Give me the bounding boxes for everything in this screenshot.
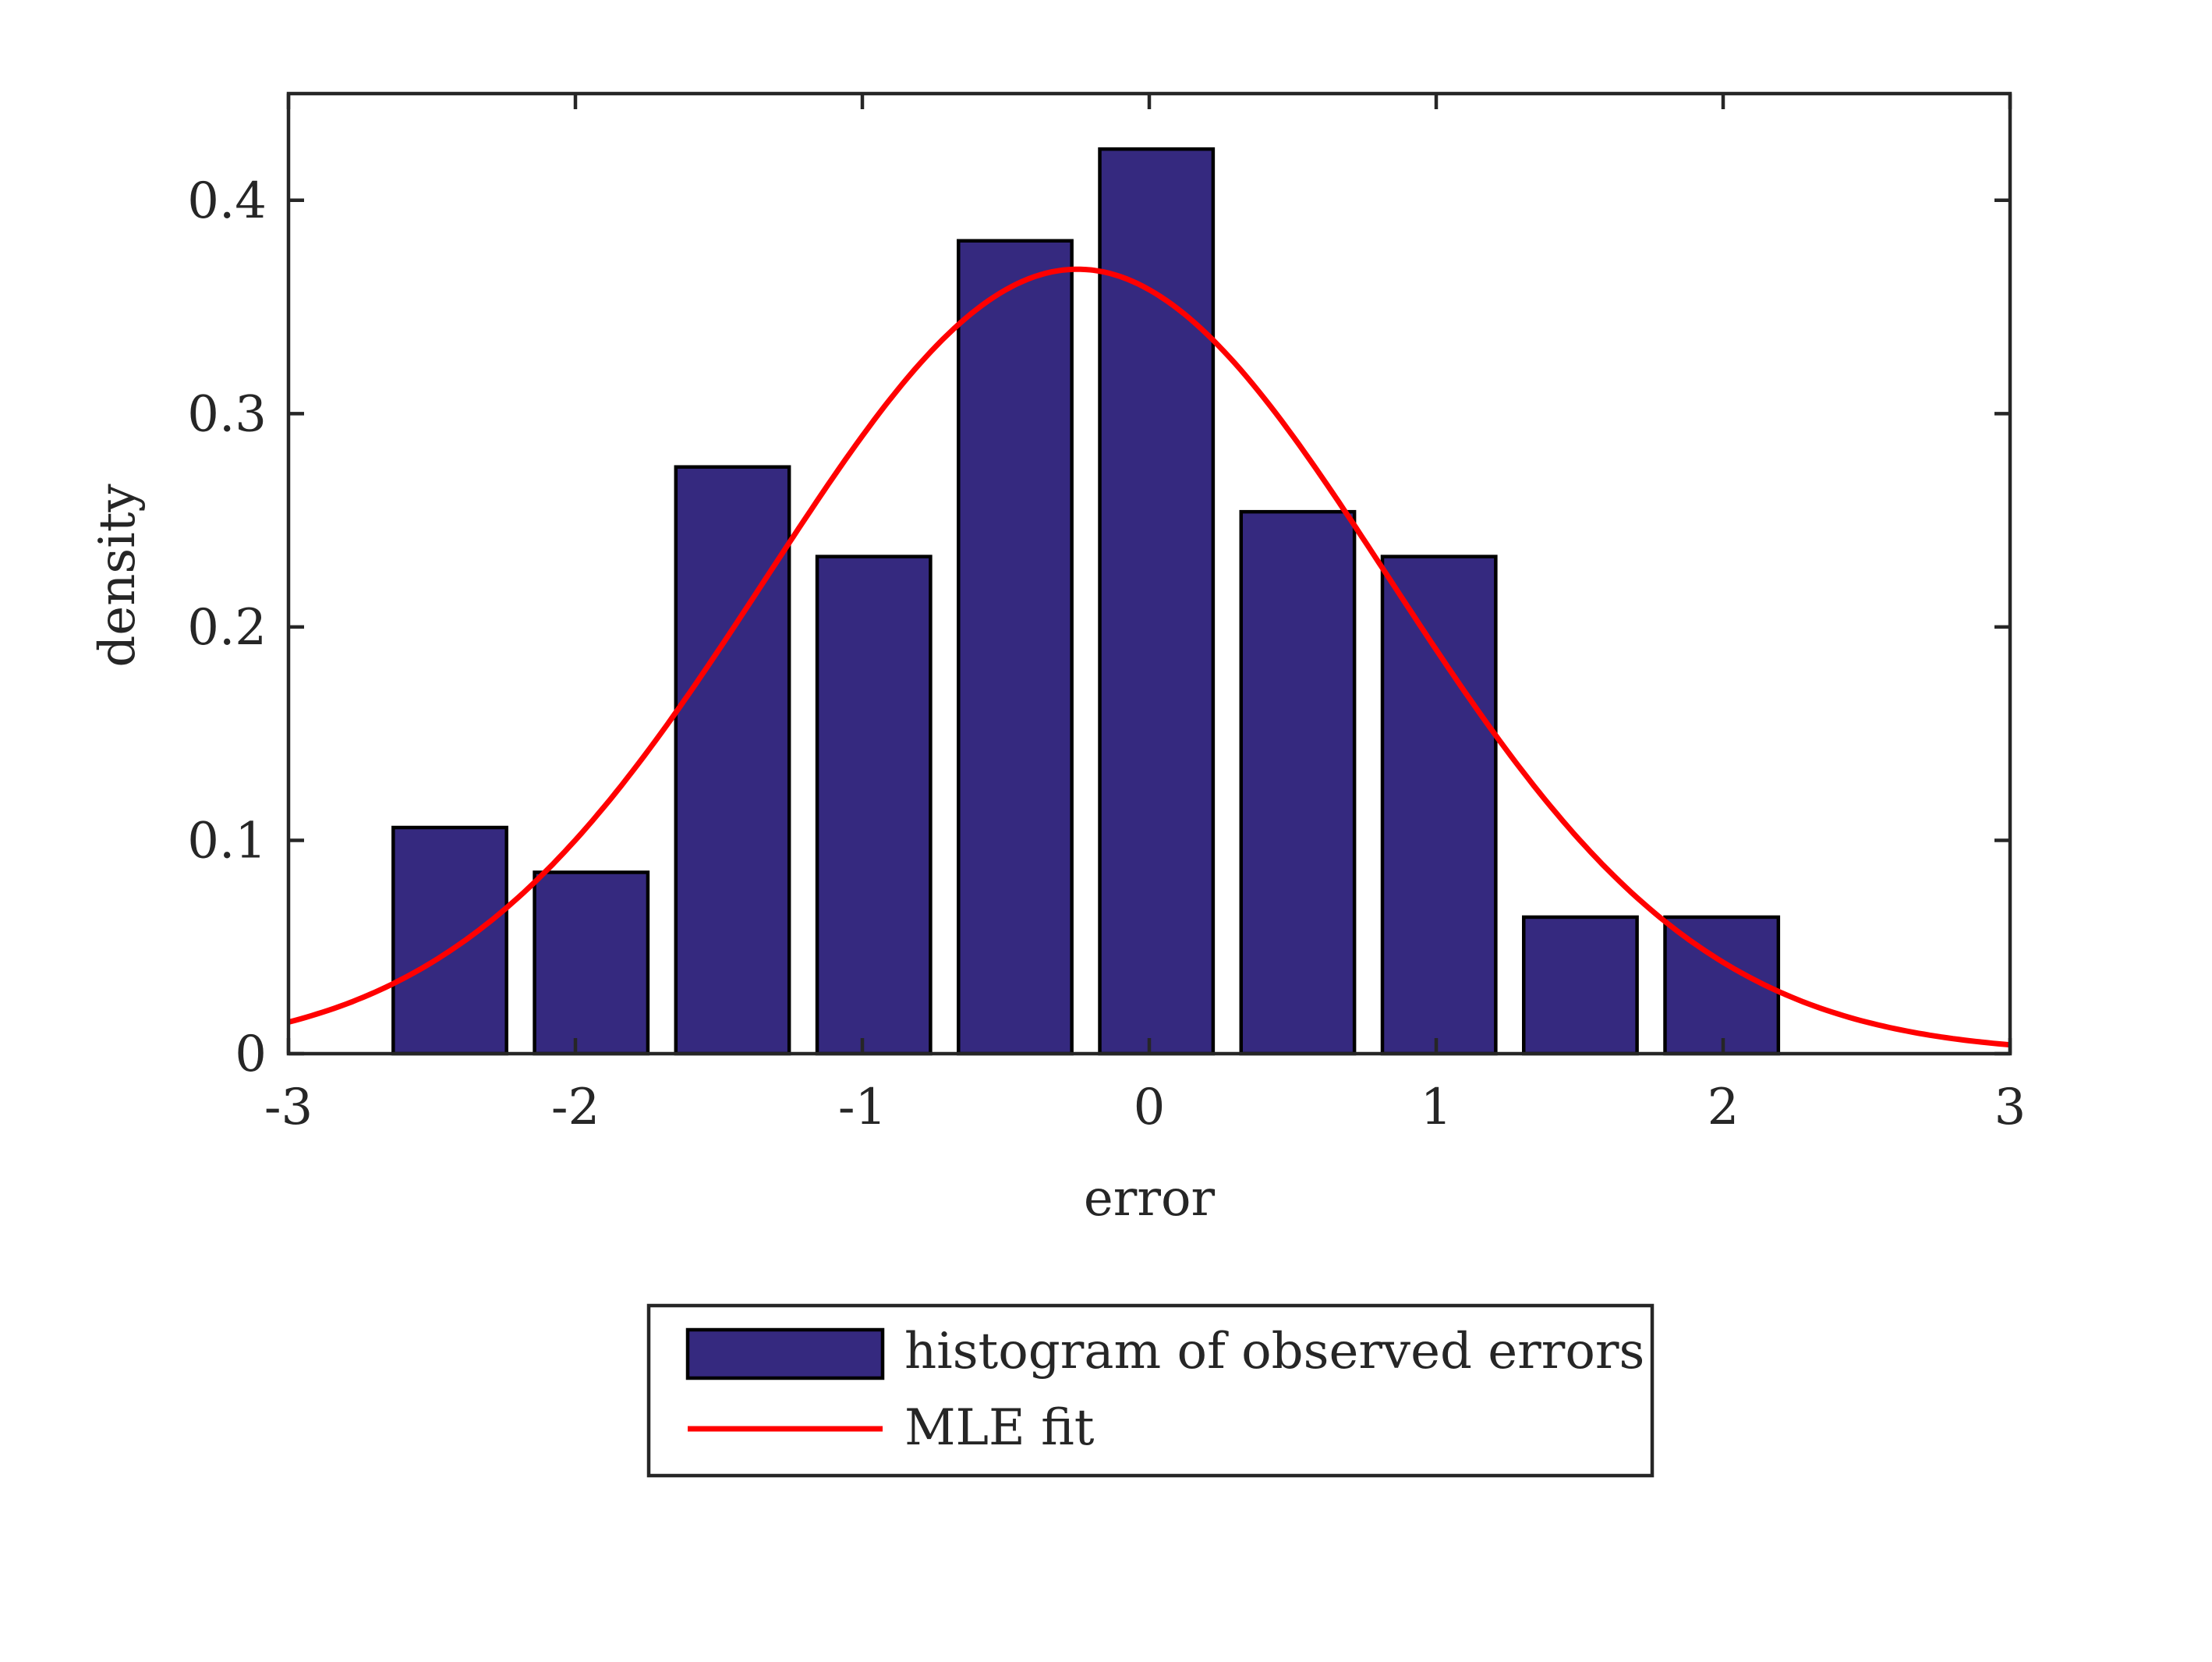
y-tick-label: 0.3: [187, 385, 267, 443]
mle-fit-line: [288, 266, 2011, 1048]
legend-mle-fit-label: MLE fit: [904, 1399, 1095, 1457]
histogram-bar: [533, 870, 650, 1056]
legend-histogram-swatch: [685, 1327, 885, 1380]
histogram-bar: [1521, 915, 1639, 1056]
histogram-bar: [391, 825, 508, 1056]
x-tick-label: 0: [1134, 1079, 1166, 1136]
histogram-bar: [674, 465, 791, 1056]
histogram-bar: [815, 555, 933, 1056]
x-tick-labels: -3 -2 -1 0 1 2 3: [264, 1079, 2026, 1136]
x-tick-label: 3: [1994, 1079, 2026, 1136]
histogram-bars: [391, 147, 1781, 1056]
histogram-bar: [1380, 555, 1498, 1056]
y-tick-label: 0: [235, 1026, 267, 1083]
y-tick-labels: 0 0.1 0.2 0.3 0.4: [187, 172, 267, 1083]
x-tick-label: 2: [1708, 1079, 1740, 1136]
x-tick-label: -2: [551, 1079, 600, 1136]
axis-ticks: [286, 94, 2012, 1056]
histogram-bar: [1239, 509, 1357, 1056]
y-tick-label: 0.4: [187, 172, 267, 230]
histogram-bar: [957, 239, 1074, 1056]
x-axis-label: error: [1084, 1170, 1216, 1228]
x-tick-label: 1: [1421, 1079, 1453, 1136]
x-tick-label: -3: [264, 1079, 313, 1136]
y-axis-label: density: [89, 484, 147, 667]
legend-histogram-label: histogram of observed errors: [904, 1323, 1644, 1380]
x-tick-label: -1: [838, 1079, 887, 1136]
histogram-bar: [1098, 147, 1216, 1056]
legend: histogram of observed errors MLE fit: [646, 1303, 1655, 1478]
y-tick-label: 0.2: [187, 599, 267, 657]
y-tick-label: 0.1: [187, 812, 267, 870]
